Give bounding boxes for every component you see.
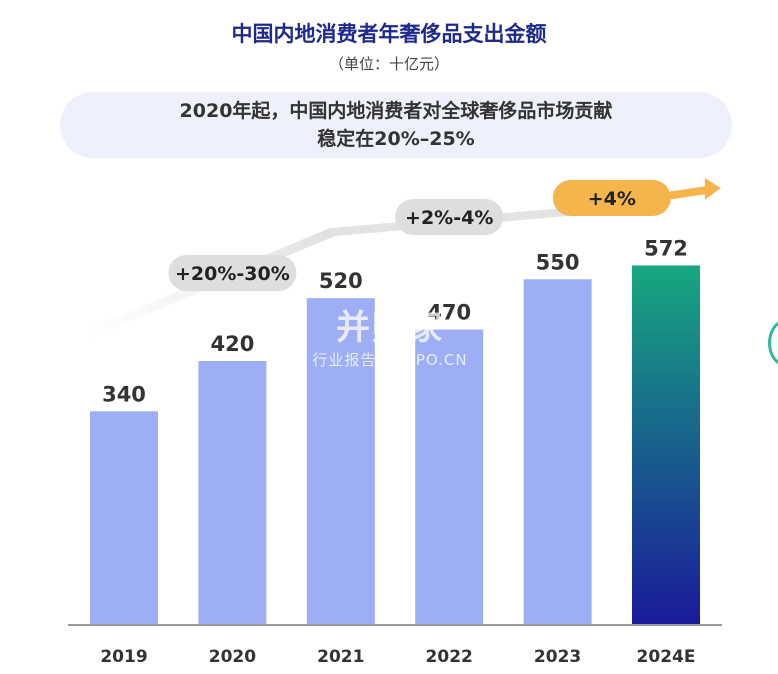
insight-banner: 2020年起，中国内地消费者对全球奢侈品市场贡献 稳定在20%–25% [60,92,732,158]
category-label-2021: 2021 [317,647,364,667]
value-label-2021: 520 [319,269,363,293]
bar-2023 [523,279,592,625]
value-label-2020: 420 [210,332,254,356]
value-label-2019: 340 [102,382,146,406]
bar-2022 [415,329,484,625]
growth-pill-1 [168,255,297,291]
growth-pill-2 [395,199,504,235]
growth-pill-label-1: +20%-30% [175,263,290,285]
growth-pill-label-2: +2%-4% [405,207,493,229]
category-label-2022: 2022 [426,647,473,667]
banner-line-1: 2020年起，中国内地消费者对全球奢侈品市场贡献 [179,100,613,122]
watermark-sub-text: 行业报告 IPOIPO.CN [312,351,468,369]
bar-2021 [306,298,375,625]
value-label-2024E: 572 [644,236,688,260]
category-label-2023: 2023 [534,647,581,667]
growth-arrow-shaft [666,186,707,200]
banner-line-2: 稳定在20%–25% [317,128,475,150]
value-label-2023: 550 [536,250,580,274]
growth-pill-label-3: +4% [588,188,636,210]
bar-2020 [198,361,267,625]
category-label-2024E: 2024E [637,647,696,667]
watermark: 并购家 行业报告 IPOIPO.CN [280,300,500,370]
chart-subtitle: （单位：十亿元） [328,55,449,73]
bar-2019 [90,411,158,625]
category-label-2020: 2020 [209,647,256,667]
chart-title: 中国内地消费者年奢侈品支出金额 [231,22,547,46]
bar-2024E [632,265,700,625]
watermark-logo-text: 并购家 [336,308,444,348]
value-label-2022: 470 [427,301,471,325]
growth-pill-3 [552,180,671,216]
growth-arrow-head [704,178,721,200]
category-label-2019: 2019 [100,647,147,667]
